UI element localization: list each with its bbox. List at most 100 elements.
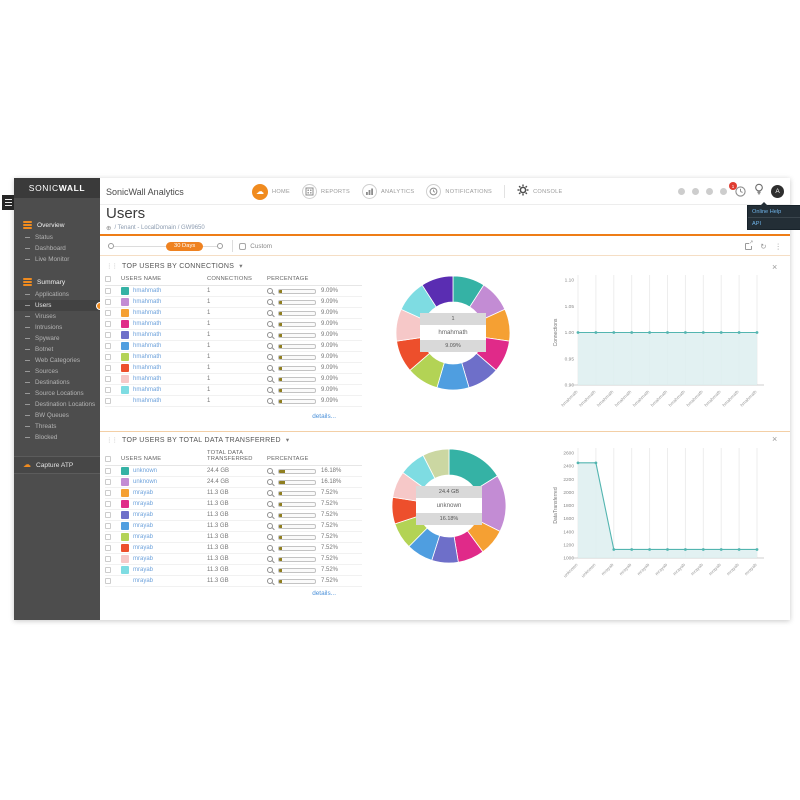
slider-end-handle[interactable]	[217, 243, 224, 249]
search-icon[interactable]	[267, 398, 273, 404]
chevron-down-icon[interactable]: ▾	[285, 437, 290, 444]
kebab-menu-icon[interactable]: ⋮	[774, 241, 783, 251]
search-icon[interactable]	[267, 534, 273, 540]
sidebar-item-users[interactable]: Users	[14, 300, 103, 311]
search-icon[interactable]	[267, 365, 273, 371]
refresh-icon[interactable]: ↻	[760, 241, 767, 251]
custom-range-checkbox[interactable]	[239, 242, 247, 250]
user-link[interactable]: hmahmath	[133, 398, 162, 404]
user-link[interactable]: mrayab	[133, 556, 154, 562]
drag-handle-icon[interactable]: ⋮⋮	[106, 263, 118, 270]
search-icon[interactable]	[267, 310, 273, 316]
sidebar-collapse-button[interactable]	[2, 195, 14, 210]
sidebar-item-botnet[interactable]: Botnet	[14, 344, 100, 355]
user-link[interactable]: mrayab	[133, 523, 154, 529]
details-link[interactable]: details...	[312, 590, 336, 597]
close-icon[interactable]: ×	[772, 262, 778, 272]
sidebar-item-threats[interactable]: Threats	[14, 421, 100, 432]
sidebar-item-blocked[interactable]: Blocked	[14, 432, 100, 443]
user-link[interactable]: mrayab	[133, 512, 154, 518]
nav-analytics[interactable]: ANALYTICS	[362, 184, 414, 199]
sidebar-section-overview[interactable]: Overview	[14, 214, 100, 232]
row-checkbox[interactable]	[105, 523, 111, 529]
user-link[interactable]: hmahmath	[133, 321, 162, 327]
export-icon[interactable]	[745, 239, 754, 250]
user-link[interactable]: mrayab	[133, 534, 154, 540]
sidebar-item-destinations[interactable]: Destinations	[14, 377, 100, 388]
details-link[interactable]: details...	[312, 413, 336, 420]
sidebar-item-capture-atp[interactable]: ☁ Capture ATP	[14, 456, 100, 474]
help-lightbulb-icon[interactable]	[754, 183, 764, 201]
user-link[interactable]: mrayab	[133, 545, 154, 551]
row-checkbox[interactable]	[105, 545, 111, 551]
notification-clock-icon[interactable]: 1	[729, 182, 747, 198]
user-link[interactable]: hmahmath	[133, 365, 162, 371]
nav-notifications[interactable]: NOTIFICATIONS	[426, 184, 492, 199]
search-icon[interactable]	[267, 332, 273, 338]
search-icon[interactable]	[267, 501, 273, 507]
sidebar-item-bw-queues[interactable]: BW Queues	[14, 410, 100, 421]
row-checkbox[interactable]	[105, 376, 111, 382]
row-checkbox[interactable]	[105, 288, 111, 294]
status-dot-icon[interactable]	[692, 188, 699, 195]
nav-console[interactable]: CONSOLE	[517, 183, 562, 201]
row-checkbox[interactable]	[105, 354, 111, 360]
row-checkbox[interactable]	[105, 332, 111, 338]
user-link[interactable]: mrayab	[133, 578, 154, 584]
status-dot-icon[interactable]	[720, 188, 727, 195]
search-icon[interactable]	[267, 343, 273, 349]
search-icon[interactable]	[267, 321, 273, 327]
search-icon[interactable]	[267, 523, 273, 529]
sidebar-item-status[interactable]: Status	[14, 232, 100, 243]
drag-handle-icon[interactable]: ⋮⋮	[106, 437, 118, 444]
search-icon[interactable]	[267, 556, 273, 562]
search-icon[interactable]	[267, 479, 273, 485]
status-dot-icon[interactable]	[678, 188, 685, 195]
search-icon[interactable]	[267, 490, 273, 496]
sidebar-item-source-locations[interactable]: Source Locations	[14, 388, 100, 399]
sidebar-item-sources[interactable]: Sources	[14, 366, 100, 377]
search-icon[interactable]	[267, 288, 273, 294]
sidebar-item-spyware[interactable]: Spyware	[14, 333, 100, 344]
nav-reports[interactable]: REPORTS	[301, 184, 350, 199]
row-checkbox[interactable]	[105, 490, 111, 496]
user-link[interactable]: mrayab	[133, 501, 154, 507]
search-icon[interactable]	[267, 468, 273, 474]
sidebar-item-intrusions[interactable]: Intrusions	[14, 322, 100, 333]
user-link[interactable]: hmahmath	[133, 332, 162, 338]
select-all-checkbox[interactable]	[105, 276, 111, 282]
menu-item-online-help[interactable]: Online Help	[748, 206, 800, 218]
row-checkbox[interactable]	[105, 512, 111, 518]
user-link[interactable]: unknown	[133, 479, 158, 485]
search-icon[interactable]	[267, 567, 273, 573]
time-range-value[interactable]: 30 Days	[166, 241, 204, 251]
row-checkbox[interactable]	[105, 299, 111, 305]
row-checkbox[interactable]	[105, 310, 111, 316]
user-link[interactable]: hmahmath	[133, 288, 162, 294]
menu-item-api[interactable]: API	[752, 220, 762, 227]
section-data-header[interactable]: ⋮⋮ TOP USERS BY TOTAL DATA TRANSFERRED ▾	[106, 436, 290, 445]
user-link[interactable]: hmahmath	[133, 376, 162, 382]
select-all-checkbox[interactable]	[105, 456, 111, 462]
close-icon[interactable]: ×	[772, 434, 778, 444]
user-link[interactable]: hmahmath	[133, 354, 162, 360]
search-icon[interactable]	[267, 376, 273, 382]
row-checkbox[interactable]	[105, 534, 111, 540]
search-icon[interactable]	[267, 299, 273, 305]
user-avatar[interactable]: A	[771, 185, 784, 198]
sidebar-item-live-monitor[interactable]: Live Monitor	[14, 254, 100, 265]
search-icon[interactable]	[267, 512, 273, 518]
search-icon[interactable]	[267, 354, 273, 360]
status-dot-icon[interactable]	[706, 188, 713, 195]
search-icon[interactable]	[267, 578, 273, 584]
user-link[interactable]: hmahmath	[133, 299, 162, 305]
nav-home[interactable]: ☁ HOME	[252, 183, 290, 200]
user-link[interactable]: hmahmath	[133, 387, 162, 393]
user-link[interactable]: hmahmath	[133, 343, 162, 349]
user-link[interactable]: mrayab	[133, 567, 154, 573]
user-link[interactable]: hmahmath	[133, 310, 162, 316]
search-icon[interactable]	[267, 545, 273, 551]
time-range-slider[interactable]: 30 Days Custom	[108, 236, 272, 256]
sidebar-item-web-categories[interactable]: Web Categories	[14, 355, 100, 366]
row-checkbox[interactable]	[105, 578, 111, 584]
